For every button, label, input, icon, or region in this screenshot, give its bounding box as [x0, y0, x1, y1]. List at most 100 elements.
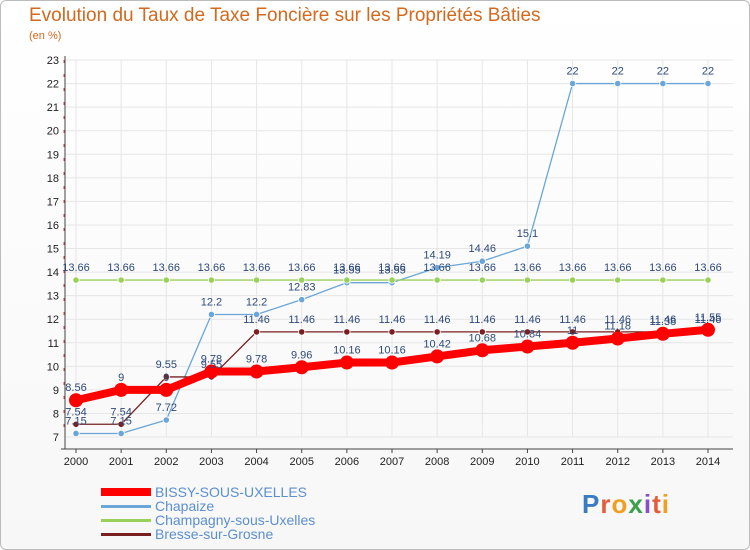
data-label: 10.84	[514, 329, 542, 341]
data-point	[610, 331, 625, 346]
x-tick-label: 2013	[651, 456, 675, 468]
data-label: 22	[702, 66, 714, 78]
y-tick-label: 19	[47, 149, 59, 161]
data-point	[388, 276, 396, 284]
x-tick-label: 2005	[289, 456, 313, 468]
data-label: 12.2	[246, 296, 267, 308]
data-point	[568, 328, 577, 336]
data-label: 13.66	[694, 262, 722, 274]
data-label: 11.46	[604, 314, 631, 326]
logo-letter: i	[661, 489, 670, 519]
data-label: 11.46	[559, 314, 586, 326]
data-label: 11.46	[379, 314, 406, 326]
y-tick-label: 10	[47, 361, 59, 373]
data-labels: 8.56 9 9 9.78 9.78 9.96 10.16 10.16 10.42 10.68 10…	[62, 66, 722, 428]
data-label: 13.55	[378, 265, 406, 277]
data-point	[207, 310, 216, 319]
data-label: 7.72	[156, 402, 177, 414]
data-label: 22	[566, 66, 578, 78]
legend-swatch	[101, 518, 151, 522]
y-tick-label: 8	[53, 408, 59, 420]
data-label: 11.46	[333, 314, 360, 326]
data-point	[704, 79, 712, 88]
data-label: 9.55	[156, 359, 177, 371]
x-tick-label: 2002	[154, 456, 178, 468]
data-label: 9.96	[291, 349, 312, 361]
data-point	[339, 355, 354, 370]
data-point	[162, 416, 170, 424]
x-tick-label: 2004	[244, 456, 268, 468]
data-label: 11	[567, 325, 578, 337]
data-label: 13.66	[198, 262, 226, 274]
y-tick-label: 16	[47, 220, 59, 232]
data-label: 11.46	[649, 314, 676, 326]
data-point	[207, 276, 216, 284]
data-label: 13.66	[243, 262, 271, 274]
data-label: 9.78	[201, 353, 222, 365]
data-point	[659, 276, 667, 284]
data-point	[117, 276, 125, 284]
data-point	[523, 328, 532, 336]
data-label: 9	[163, 372, 169, 384]
data-point	[614, 276, 622, 284]
data-label: 9.55	[201, 359, 222, 371]
data-point	[72, 420, 80, 428]
y-tick-label: 9	[53, 385, 59, 397]
logo-letter: i	[643, 489, 653, 519]
data-label: 7.15	[65, 415, 86, 427]
x-tick-label: 2014	[696, 456, 720, 468]
y-tick-label: 23	[47, 55, 59, 67]
data-label: 13.66	[107, 262, 135, 274]
data-label: 11.46	[469, 314, 496, 326]
data-point	[523, 276, 532, 284]
data-label: 7.54	[65, 406, 86, 418]
legend-label: Chapaize	[155, 498, 215, 514]
logo-letter: x	[628, 489, 644, 519]
data-label: 11.55	[695, 312, 722, 324]
data-point	[433, 276, 441, 284]
legend-swatch	[101, 488, 151, 496]
x-tick-label: 2012	[605, 456, 629, 468]
data-label: 10.16	[333, 345, 361, 357]
legend-item: Champagny-sous-Uxelles	[101, 513, 315, 527]
logo-letter: r	[600, 489, 612, 519]
data-label: 7.54	[110, 406, 131, 418]
legend: BISSY-SOUS-UXELLES Chapaize Champagny-sous…	[101, 485, 315, 541]
logo-letter: t	[652, 489, 662, 519]
data-label: 11.18	[604, 321, 631, 333]
data-point	[117, 420, 125, 428]
data-point	[343, 276, 351, 284]
data-point	[294, 360, 309, 375]
x-tick-label: 2003	[199, 456, 223, 468]
data-point	[298, 328, 306, 336]
data-point	[114, 382, 129, 397]
data-label: 9	[118, 372, 124, 384]
y-tick-label: 17	[47, 196, 59, 208]
y-tick-label: 11	[48, 338, 59, 350]
data-point	[478, 257, 486, 265]
data-label: 10.68	[469, 332, 497, 344]
data-label: 9.78	[246, 353, 267, 365]
data-label: 11.46	[243, 314, 270, 326]
x-tick-label: 2006	[335, 456, 359, 468]
y-tick-label: 15	[47, 244, 59, 256]
logo-letter: P	[582, 489, 601, 519]
axes: 7 8 9 10 11 12 13 14 15 16 17 18 19 20 21 22 23 2000 2001 2…	[47, 55, 733, 468]
data-point	[162, 373, 170, 381]
data-point	[162, 276, 170, 284]
data-point	[298, 296, 306, 304]
data-label: 13.66	[153, 262, 181, 274]
data-label: 13.66	[514, 262, 542, 274]
data-point	[72, 276, 80, 284]
y-tick-label: 21	[47, 102, 59, 114]
data-point	[433, 263, 441, 272]
data-point	[430, 349, 445, 364]
data-point	[433, 328, 441, 336]
x-tick-label: 2011	[561, 456, 585, 468]
x-tick-label: 2000	[64, 456, 88, 468]
data-label: 11.46	[514, 314, 541, 326]
data-point	[252, 328, 261, 336]
data-label: 14.46	[469, 243, 497, 255]
data-point	[655, 326, 670, 341]
